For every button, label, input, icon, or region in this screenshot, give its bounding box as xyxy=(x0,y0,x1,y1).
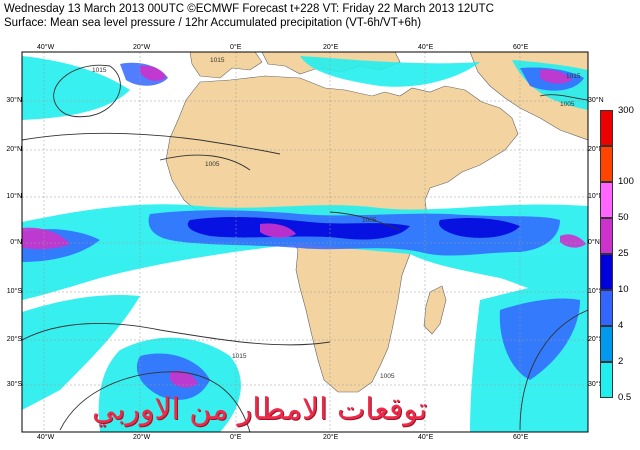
lon-label-top-60e: 60°E xyxy=(513,44,529,51)
arabic-watermark: توقعات الامطار من الاوربي xyxy=(92,392,428,427)
lat-label-right-0n: 0°N xyxy=(588,239,600,246)
lat-label-right-20n: 20°N xyxy=(588,146,604,153)
lon-label-bottom-40e: 40°E xyxy=(418,434,434,441)
legend-swatch xyxy=(600,146,613,182)
lat-label-right-10s: 10°S xyxy=(588,288,604,295)
graticule xyxy=(22,52,588,432)
legend-label: 300 xyxy=(618,105,634,116)
svg-text:1015: 1015 xyxy=(210,57,225,64)
svg-text:1005: 1005 xyxy=(560,101,575,108)
legend-label: 0.5 xyxy=(618,392,632,403)
svg-text:1015: 1015 xyxy=(566,73,581,80)
lat-label-right-20s: 20°S xyxy=(588,336,604,343)
svg-text:1005: 1005 xyxy=(205,161,220,168)
lon-label-bottom-20w: 20°W xyxy=(133,434,151,441)
lon-label-bottom-0e: 0°E xyxy=(230,434,242,441)
lat-label-left-10n: 10°N xyxy=(6,193,22,200)
lon-label-top-40w: 40°W xyxy=(37,44,55,51)
lon-label-bottom-40w: 40°W xyxy=(37,434,55,441)
lat-label-left-10s: 10°S xyxy=(6,288,22,295)
legend-swatch xyxy=(600,362,613,398)
lon-label-bottom-60e: 60°E xyxy=(513,434,529,441)
legend-swatch xyxy=(600,182,613,218)
lon-label-top-20e: 20°E xyxy=(323,44,339,51)
lon-label-top-20w: 20°W xyxy=(133,44,151,51)
lat-label-left-20n: 20°N xyxy=(6,146,22,153)
lat-label-right-30n: 30°N xyxy=(588,97,604,104)
precip-heavy xyxy=(187,216,520,240)
isobars xyxy=(22,64,588,432)
lat-label-left-20s: 20°S xyxy=(6,336,22,343)
header-line-2: Surface: Mean sea level pressure / 12hr … xyxy=(4,17,422,29)
precipitation-legend: 300 100 50 25 10 4 2 0.5 xyxy=(600,105,640,403)
map-frame xyxy=(21,51,589,433)
legend-label: 100 xyxy=(618,176,634,187)
lat-label-left-30s: 30°S xyxy=(6,381,22,388)
legend-label: 25 xyxy=(618,248,629,259)
legend-label: 4 xyxy=(618,320,624,331)
lat-label-left-30n: 30°N xyxy=(6,97,22,104)
lat-label-right-10n: 10°N xyxy=(588,193,604,200)
legend-swatch xyxy=(600,254,613,290)
legend-label: 50 xyxy=(618,212,629,223)
legend-label: 10 xyxy=(618,284,629,295)
isobar-labels: 1015 1015 1005 1005 1005 1015 1015 1005 xyxy=(92,57,581,380)
legend-swatch xyxy=(600,218,613,254)
svg-text:1005: 1005 xyxy=(380,373,395,380)
legend-label: 2 xyxy=(618,356,624,367)
lon-label-bottom-20e: 20°E xyxy=(323,434,339,441)
lon-label-top-0e: 0°E xyxy=(230,44,242,51)
lat-label-right-30s: 30°S xyxy=(588,381,604,388)
svg-text:1005: 1005 xyxy=(362,217,377,224)
legend-swatch xyxy=(600,110,613,146)
lat-label-left-0n: 0°N xyxy=(10,239,22,246)
lon-label-top-40e: 40°E xyxy=(418,44,434,51)
legend-swatch xyxy=(600,326,613,362)
header-line-1: Wednesday 13 March 2013 00UTC ©ECMWF For… xyxy=(4,3,494,15)
svg-text:1015: 1015 xyxy=(92,67,107,74)
legend-swatch xyxy=(600,290,613,326)
svg-text:1015: 1015 xyxy=(232,353,247,360)
precip-very-heavy xyxy=(22,65,586,388)
